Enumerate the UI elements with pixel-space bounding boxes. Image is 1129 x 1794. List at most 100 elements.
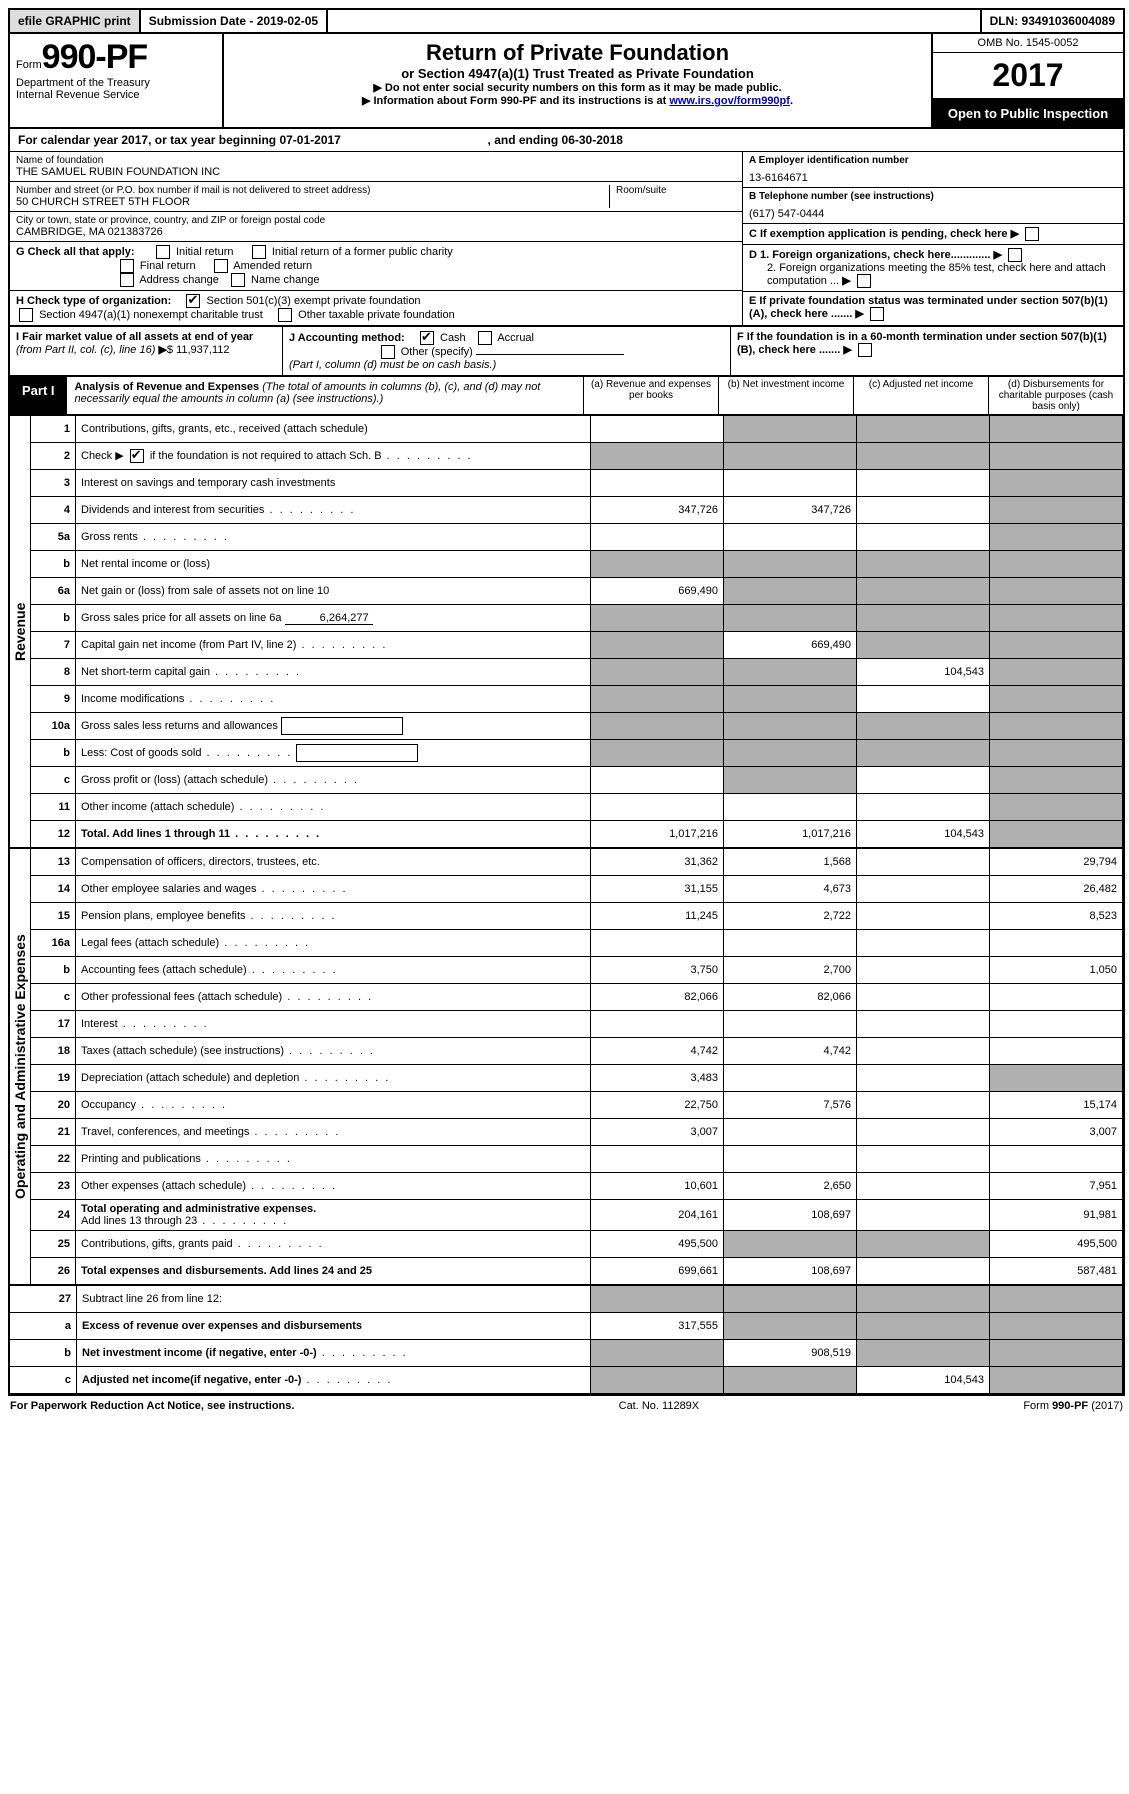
city-cell: City or town, state or province, country… (10, 212, 742, 242)
name-change-checkbox[interactable] (231, 273, 245, 287)
a-cell: A Employer identification number 13-6164… (743, 152, 1123, 188)
expense-table: 13Compensation of officers, directors, t… (31, 848, 1123, 1285)
e-checkbox[interactable] (870, 307, 884, 321)
note2-prefix: ▶ Information about Form 990-PF and its … (362, 95, 669, 107)
col-b-hdr: (b) Net investment income (718, 377, 853, 414)
efile-button[interactable]: efile GRAPHIC print (10, 10, 141, 32)
g-cell: G Check all that apply: Initial return I… (10, 242, 742, 291)
d1-label: D 1. Foreign organizations, check here..… (749, 249, 990, 261)
row-27: 27Subtract line 26 from line 12: (10, 1286, 1123, 1313)
addr-label: Number and street (or P.O. box number if… (16, 185, 609, 196)
g-opt-0: Initial return (176, 246, 233, 258)
row-24: 24Total operating and administrative exp… (31, 1200, 1123, 1231)
dln: DLN: 93491036004089 (982, 10, 1123, 32)
schb-checkbox[interactable] (130, 449, 144, 463)
revenue-label: Revenue (10, 415, 31, 848)
omb-number: OMB No. 1545-0052 (933, 34, 1123, 53)
d1-checkbox[interactable] (1008, 248, 1022, 262)
b-label: B Telephone number (see instructions) (749, 191, 1117, 202)
row-13: 13Compensation of officers, directors, t… (31, 849, 1123, 876)
i-cell: I Fair market value of all assets at end… (10, 327, 283, 375)
row-27a: aExcess of revenue over expenses and dis… (10, 1313, 1123, 1340)
amended-return-checkbox[interactable] (214, 259, 228, 273)
row-12: 12Total. Add lines 1 through 111,017,216… (31, 821, 1123, 848)
ein-value: 13-6164671 (749, 166, 1117, 184)
row-4: 4Dividends and interest from securities3… (31, 497, 1123, 524)
col-c-hdr: (c) Adjusted net income (853, 377, 988, 414)
501c3-checkbox[interactable] (186, 294, 200, 308)
cash-checkbox[interactable] (420, 331, 434, 345)
entity-right: A Employer identification number 13-6164… (742, 152, 1123, 325)
header-right: OMB No. 1545-0052 2017 Open to Public In… (933, 34, 1123, 127)
row-22: 22Printing and publications (31, 1146, 1123, 1173)
initial-return-former-checkbox[interactable] (252, 245, 266, 259)
cal-end: 06-30-2018 (562, 133, 623, 147)
row-16b: bAccounting fees (attach schedule)3,7502… (31, 957, 1123, 984)
header-row: Form990-PF Department of the Treasury In… (10, 34, 1123, 129)
row-16c: cOther professional fees (attach schedul… (31, 984, 1123, 1011)
calendar-year-row: For calendar year 2017, or tax year begi… (10, 129, 1123, 152)
form-note1: ▶ Do not enter social security numbers o… (230, 81, 925, 94)
row-10a: 10aGross sales less returns and allowanc… (31, 713, 1123, 740)
submission-date: Submission Date - 2019-02-05 (141, 10, 328, 32)
initial-return-checkbox[interactable] (156, 245, 170, 259)
other-taxable-checkbox[interactable] (278, 308, 292, 322)
form-prefix: Form (16, 59, 42, 71)
entity-left: Name of foundation THE SAMUEL RUBIN FOUN… (10, 152, 742, 325)
street-address: 50 CHURCH STREET 5TH FLOOR (16, 196, 609, 208)
other-method-checkbox[interactable] (381, 345, 395, 359)
c-label: C If exemption application is pending, c… (749, 228, 1008, 240)
row-8: 8Net short-term capital gain104,543 (31, 659, 1123, 686)
row-10c: cGross profit or (loss) (attach schedule… (31, 767, 1123, 794)
d-cell: D 1. Foreign organizations, check here..… (743, 245, 1123, 292)
g-opt-1: Initial return of a former public charit… (272, 246, 453, 258)
tax-year: 2017 (933, 53, 1123, 100)
accrual-checkbox[interactable] (478, 331, 492, 345)
row-17: 17Interest (31, 1011, 1123, 1038)
j-cash: Cash (440, 332, 466, 344)
entity-info: Name of foundation THE SAMUEL RUBIN FOUN… (10, 152, 1123, 327)
form-note2: ▶ Information about Form 990-PF and its … (230, 94, 925, 107)
h-cell: H Check type of organization: Section 50… (10, 291, 742, 325)
name-label: Name of foundation (16, 155, 736, 166)
h-opt-2: Section 4947(a)(1) nonexempt charitable … (39, 309, 263, 321)
part1-title: Analysis of Revenue and Expenses (75, 381, 263, 393)
instructions-link[interactable]: www.irs.gov/form990pf (669, 95, 790, 107)
part1-badge: Part I (10, 377, 67, 414)
cal-mid: , and ending (488, 133, 562, 147)
fmv-value: $ 11,937,112 (167, 344, 230, 356)
a-label: A Employer identification number (749, 155, 1117, 166)
row-26: 26Total expenses and disbursements. Add … (31, 1258, 1123, 1285)
name-cell: Name of foundation THE SAMUEL RUBIN FOUN… (10, 152, 742, 182)
foundation-name: THE SAMUEL RUBIN FOUNDATION INC (16, 166, 736, 178)
row-1: 1Contributions, gifts, grants, etc., rec… (31, 416, 1123, 443)
d2-label: 2. Foreign organizations meeting the 85%… (767, 262, 1106, 287)
row-25: 25Contributions, gifts, grants paid495,5… (31, 1231, 1123, 1258)
footer-mid: Cat. No. 11289X (619, 1400, 700, 1412)
d2-checkbox[interactable] (857, 274, 871, 288)
part1-desc: Analysis of Revenue and Expenses (The to… (67, 377, 583, 414)
city-state-zip: CAMBRIDGE, MA 021383726 (16, 226, 736, 238)
cal-begin: 07-01-2017 (279, 133, 340, 147)
part1-header: Part I Analysis of Revenue and Expenses … (10, 377, 1123, 415)
final-return-checkbox[interactable] (120, 259, 134, 273)
g-opt-5: Name change (251, 274, 320, 286)
form-title: Return of Private Foundation (230, 40, 925, 66)
revenue-table: 1Contributions, gifts, grants, etc., rec… (31, 415, 1123, 848)
top-bar: efile GRAPHIC print Submission Date - 20… (10, 10, 1123, 34)
address-change-checkbox[interactable] (120, 273, 134, 287)
row-5b: bNet rental income or (loss) (31, 551, 1123, 578)
c-checkbox[interactable] (1025, 227, 1039, 241)
f-checkbox[interactable] (858, 343, 872, 357)
city-label: City or town, state or province, country… (16, 215, 736, 226)
c-cell: C If exemption application is pending, c… (743, 224, 1123, 245)
row-5a: 5aGross rents (31, 524, 1123, 551)
j-other: Other (specify) (401, 346, 473, 358)
4947a1-checkbox[interactable] (19, 308, 33, 322)
g-label: G Check all that apply: (16, 246, 135, 258)
spacer (328, 10, 981, 32)
row-2: 2Check ▶ if the foundation is not requir… (31, 443, 1123, 470)
h-opt-3: Other taxable private foundation (298, 309, 455, 321)
g-opt-2: Final return (140, 260, 196, 272)
header-left: Form990-PF Department of the Treasury In… (10, 34, 224, 127)
